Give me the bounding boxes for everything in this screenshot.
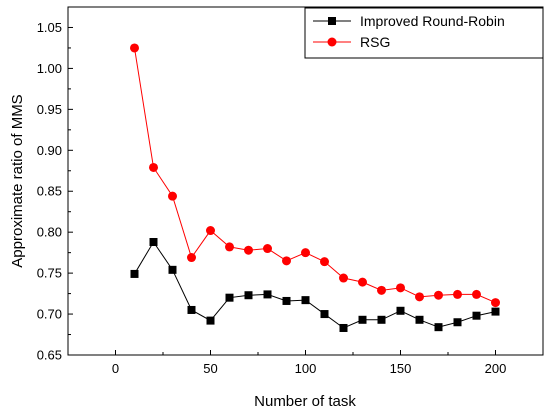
data-point-rsg <box>130 43 139 53</box>
y-tick-label: 0.95 <box>37 102 62 117</box>
data-point-improved-round-robin <box>149 238 158 247</box>
data-point-improved-round-robin <box>377 315 386 324</box>
data-point-improved-round-robin <box>453 318 462 327</box>
data-point-rsg <box>168 191 177 201</box>
data-point-rsg <box>301 248 310 258</box>
data-point-rsg <box>206 226 215 236</box>
y-tick-label: 0.90 <box>37 143 62 158</box>
y-tick-label: 1.05 <box>37 20 62 35</box>
series-line-rsg <box>134 47 496 304</box>
data-point-improved-round-robin <box>491 307 500 316</box>
x-tick-label: 200 <box>485 361 507 376</box>
x-axis-label: Number of task <box>254 393 356 410</box>
data-point-improved-round-robin <box>434 323 443 332</box>
data-point-rsg <box>149 162 158 172</box>
data-point-improved-round-robin <box>358 315 367 324</box>
data-point-rsg <box>453 289 462 299</box>
y-tick-label: 1.00 <box>37 61 62 76</box>
y-tick-label: 0.85 <box>37 184 62 199</box>
series-layer <box>130 43 500 332</box>
data-point-rsg <box>282 256 291 266</box>
data-point-rsg <box>472 289 481 299</box>
y-axis-label: Approximate ratio of MMS <box>9 94 26 267</box>
data-point-improved-round-robin <box>244 291 253 300</box>
data-point-improved-round-robin <box>225 293 234 302</box>
legend-label-rsg: RSG <box>360 34 390 50</box>
data-point-rsg <box>377 285 386 295</box>
data-point-improved-round-robin <box>415 315 424 324</box>
y-tick-label: 0.80 <box>37 225 62 240</box>
data-point-improved-round-robin <box>472 311 481 320</box>
x-tick-label: 0 <box>112 361 119 376</box>
data-point-rsg <box>225 242 234 252</box>
data-point-improved-round-robin <box>396 306 405 315</box>
x-axis-ticks: 0 50 100 150 200 <box>67 350 544 376</box>
data-point-improved-round-robin <box>168 265 177 274</box>
data-point-improved-round-robin <box>263 290 272 299</box>
data-point-rsg <box>491 298 500 308</box>
data-point-improved-round-robin <box>339 323 348 332</box>
data-point-rsg <box>396 283 405 293</box>
data-point-rsg <box>320 257 329 267</box>
data-point-rsg <box>339 273 348 283</box>
y-tick-label: 0.65 <box>37 348 62 363</box>
legend-box <box>304 7 544 59</box>
x-tick-label: 100 <box>295 361 317 376</box>
data-point-improved-round-robin <box>187 305 196 314</box>
data-point-improved-round-robin <box>282 296 291 305</box>
y-tick-label: 0.75 <box>37 266 62 281</box>
data-point-improved-round-robin <box>206 316 215 325</box>
data-point-improved-round-robin <box>301 296 310 305</box>
data-point-rsg <box>244 245 253 255</box>
x-tick-label: 150 <box>390 361 412 376</box>
legend-label-improved-round-robin: Improved Round-Robin <box>360 13 505 29</box>
data-point-rsg <box>263 244 272 254</box>
data-point-improved-round-robin <box>130 269 139 278</box>
legend-marker-rsg <box>327 37 337 47</box>
legend: Improved Round-Robin RSG <box>304 7 544 59</box>
data-point-rsg <box>358 277 367 287</box>
data-point-improved-round-robin <box>320 310 329 319</box>
data-point-rsg <box>415 292 424 302</box>
data-point-rsg <box>187 253 196 263</box>
y-axis-ticks: 0.65 0.70 0.75 0.80 0.85 0.90 0.95 1.00 1.05 <box>37 20 73 363</box>
legend-marker-improved-round-robin <box>328 17 336 25</box>
data-point-rsg <box>434 290 443 300</box>
y-tick-label: 0.70 <box>37 307 62 322</box>
x-tick-label: 50 <box>203 361 217 376</box>
